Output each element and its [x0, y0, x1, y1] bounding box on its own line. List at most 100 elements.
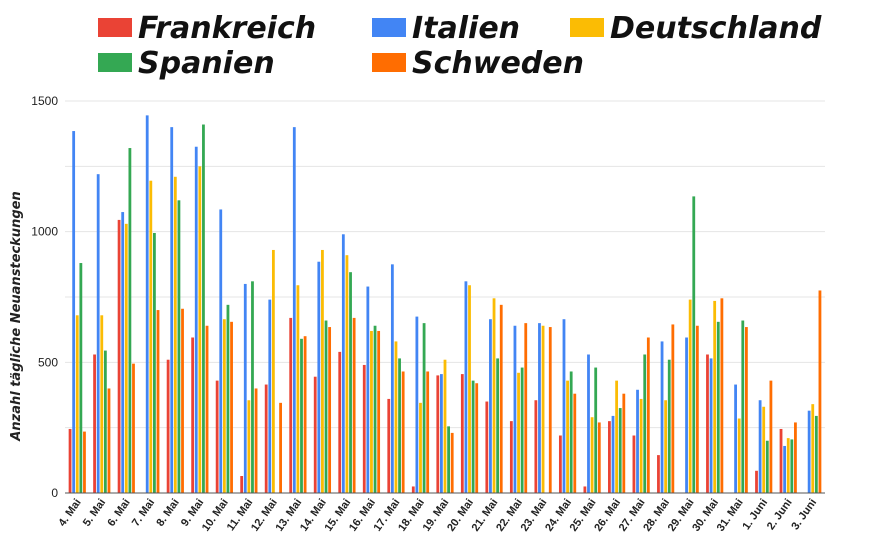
bar-schweden-27	[720, 298, 724, 493]
x-tick-label: 6. Mai	[105, 497, 132, 529]
bar-spanien-16	[447, 426, 450, 493]
y-tick-label: 1500	[31, 94, 58, 108]
bar-schweden-5	[181, 308, 184, 493]
bar-frankreich-14	[387, 398, 391, 493]
legend-swatch-italien	[372, 18, 406, 37]
legend-swatch-frankreich	[98, 18, 132, 37]
bar-schweden-13	[377, 330, 381, 493]
bar-deutschland-9	[271, 249, 275, 493]
bar-schweden-28	[744, 327, 748, 493]
bar-italien-8	[243, 283, 247, 493]
bar-italien-7	[219, 209, 223, 493]
bar-italien-5	[170, 127, 174, 493]
bar-italien-11	[317, 261, 321, 493]
bar-italien-26	[685, 337, 688, 493]
bar-spanien-4	[153, 232, 156, 493]
bar-frankreich-10	[289, 317, 293, 493]
y-tick-label: 500	[38, 355, 58, 369]
bar-italien-24	[636, 389, 639, 493]
x-tick-label: 31. Mai	[715, 497, 746, 534]
bar-deutschland-5	[173, 176, 177, 493]
bar-spanien-31	[814, 415, 818, 493]
bar-italien-20	[538, 323, 541, 493]
bar-spanien-15	[422, 323, 426, 493]
bar-frankreich-16	[436, 375, 440, 493]
bar-deutschland-21	[566, 380, 569, 493]
bar-italien-30	[783, 445, 787, 493]
bar-schweden-24	[646, 337, 650, 493]
bar-deutschland-28	[737, 418, 741, 493]
bar-schweden-18	[499, 304, 503, 493]
x-tick-label: 7. Mai	[130, 497, 157, 529]
y-tick-label: 0	[51, 486, 58, 500]
bar-frankreich-20	[534, 400, 538, 493]
bar-schweden-19	[524, 323, 528, 493]
bar-italien-15	[415, 316, 419, 493]
bar-italien-28	[734, 384, 737, 493]
bar-italien-29	[758, 400, 762, 493]
bar-italien-9	[268, 299, 272, 493]
bar-italien-4	[145, 115, 149, 493]
bar-schweden-7	[230, 321, 233, 493]
bar-schweden-1	[83, 431, 86, 493]
bar-frankreich-7	[215, 380, 219, 493]
bar-schweden-9	[279, 402, 282, 493]
bar-frankreich-15	[411, 486, 415, 493]
bar-schweden-26	[695, 325, 699, 493]
y-axis-ticks: 0 500 1000 1500	[31, 94, 58, 500]
bar-frankreich-29	[755, 470, 758, 493]
x-tick-label: 3. Juni	[789, 497, 819, 532]
bar-frankreich-17	[460, 374, 464, 493]
bar-spanien-23	[618, 408, 622, 493]
bar-deutschland-7	[222, 319, 226, 493]
bar-spanien-6	[202, 124, 205, 494]
bar-frankreich-22	[583, 486, 587, 493]
bar-schweden-21	[573, 393, 577, 493]
bar-italien-10	[292, 127, 296, 493]
bar-spanien-5	[177, 200, 181, 493]
bar-spanien-30	[790, 439, 794, 493]
bar-schweden-11	[328, 327, 332, 493]
x-tick-label: 8. Mai	[154, 497, 181, 529]
bar-frankreich-2	[93, 354, 96, 493]
bar-spanien-21	[569, 371, 573, 493]
bar-schweden-30	[794, 422, 797, 493]
bar-deutschland-23	[615, 380, 619, 493]
bar-deutschland-20	[541, 325, 545, 493]
bar-deutschland-29	[762, 406, 766, 493]
bar-spanien-12	[349, 272, 352, 493]
y-axis-label: Anzahl tägliche Neuansteckungen	[9, 191, 24, 441]
bar-italien-2	[96, 174, 100, 493]
bar-italien-23	[611, 415, 615, 493]
bar-deutschland-8	[247, 400, 251, 493]
bar-deutschland-24	[639, 398, 643, 493]
bar-deutschland-25	[664, 400, 668, 493]
legend-swatch-spanien	[98, 53, 132, 72]
bar-deutschland-1	[75, 315, 79, 493]
bar-spanien-17	[471, 380, 475, 493]
bar-italien-25	[660, 341, 664, 493]
bar-italien-3	[121, 212, 125, 494]
bar-deutschland-31	[811, 404, 815, 493]
legend-swatch-deutschland	[570, 18, 604, 37]
bar-italien-6	[194, 146, 198, 493]
bar-frankreich-13	[362, 364, 366, 493]
bar-frankreich-12	[338, 351, 342, 493]
bar-frankreich-11	[313, 376, 317, 493]
bar-spanien-10	[300, 338, 303, 493]
bar-deutschland-10	[296, 285, 300, 493]
bar-frankreich-6	[191, 337, 195, 493]
bar-deutschland-30	[786, 438, 790, 493]
bar-schweden-15	[426, 371, 430, 493]
bar-italien-12	[341, 234, 345, 493]
bar-italien-21	[562, 319, 566, 493]
bar-italien-1	[72, 131, 76, 493]
bars	[68, 115, 822, 494]
bar-deutschland-4	[149, 180, 153, 493]
bar-spanien-13	[373, 325, 377, 493]
bar-schweden-29	[769, 380, 773, 493]
bar-spanien-28	[741, 320, 745, 493]
bar-italien-14	[390, 264, 394, 493]
bar-schweden-6	[205, 325, 209, 493]
